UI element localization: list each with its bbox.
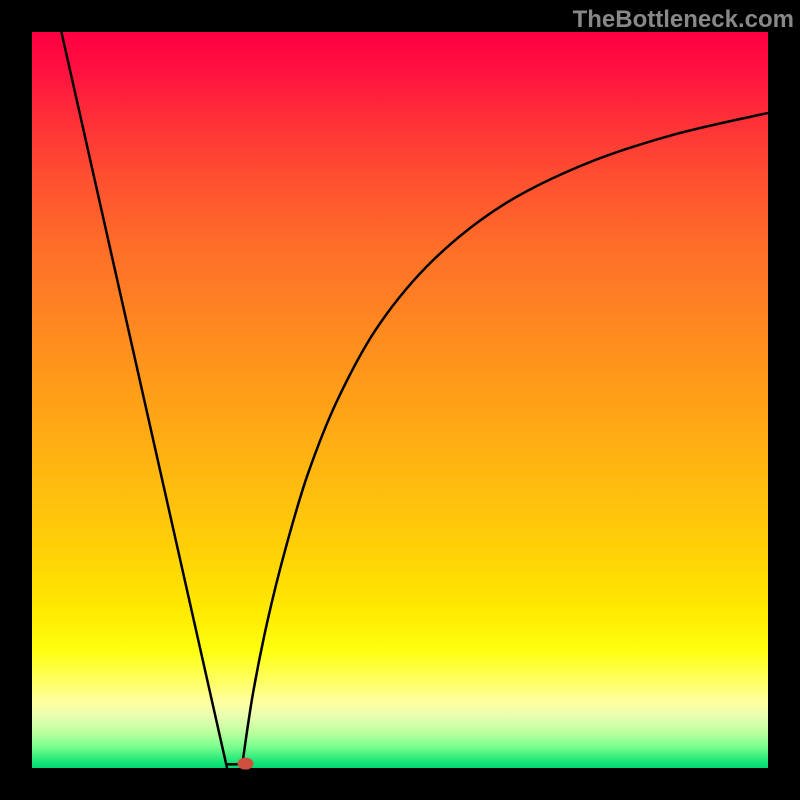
curve-left-branch — [61, 32, 227, 768]
watermark-text: TheBottleneck.com — [573, 6, 794, 34]
curve-overlay — [32, 32, 768, 768]
plot-area — [32, 32, 768, 768]
optimal-point-marker — [237, 758, 253, 770]
curve-right-branch — [242, 113, 768, 768]
chart-container: TheBottleneck.com — [0, 0, 800, 800]
